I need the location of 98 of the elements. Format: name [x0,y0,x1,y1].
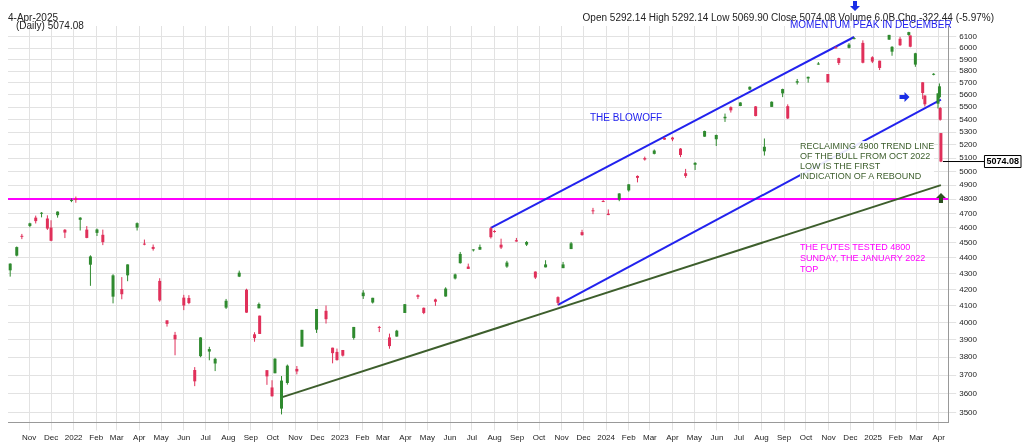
candlestick [499,238,503,250]
x-tick-label: Mar [376,433,391,443]
candlestick [173,331,177,356]
x-tick-label: May [686,433,702,443]
y-tick-label: 3500 [959,407,978,417]
x-tick-label: 2023 [330,433,350,443]
candlestick [193,366,197,387]
y-tick-label: 5200 [959,140,978,150]
candlestick [63,228,67,239]
x-tick-label: Nov [554,433,569,443]
x-tick-label: Apr [399,433,413,443]
y-tick-label: 4700 [959,208,978,218]
x-tick-label: 2025 [864,433,883,443]
annotation: (Daily) 5074.08 [16,20,84,31]
x-tick-label: Nov [821,433,836,443]
candlestick [416,293,420,300]
text: 4-Apr-2025 [8,12,59,23]
y-tick-label: 5000 [959,166,978,176]
y-tick-label: 5500 [959,102,978,112]
annotation: 5074.08 [986,156,1020,167]
y-tick-label: 3900 [959,334,978,344]
x-tick-label: Nov [22,433,37,443]
x-tick-label: Jul [733,433,745,443]
annotation: RECLAIMING 4900 TREND LINE OF THE BULL FROM OCT 2022 LOW IS THE FIRST INDICATION OF A REBOUND [800,141,935,181]
candlestick [111,273,115,304]
x-tick-label: Dec [843,433,858,443]
y-tick-label: 4800 [959,194,978,204]
candlestick [852,36,856,40]
candlestick [158,277,162,303]
y-tick-label: 5400 [959,114,978,124]
candlestick [270,379,274,398]
y-tick-label: 4600 [959,223,978,233]
candlestick [591,207,595,215]
x-tick-label: Feb [621,433,637,443]
annotation: THE FUTES TESTED 4800 SUNDAY, THE JANUARY 2022 TOP [800,242,926,275]
x-tick-label: Jun [710,433,724,443]
x-tick-label: Mar [642,433,658,443]
x-tick-label: Dec [576,433,591,443]
candlestick [20,233,24,240]
candlestick [135,221,139,232]
x-tick-label: 2024 [597,433,616,443]
y-tick-label: 4900 [959,180,978,190]
y-tick-label: 5100 [959,153,978,163]
x-tick-label: Oct [799,433,813,443]
x-tick-label: Sep [776,433,792,443]
x-tick-label: 2022 [64,433,84,443]
y-tick-label: 5700 [959,78,978,88]
x-tick-label: Jun [443,433,457,443]
candlestick [265,369,269,386]
y-tick-label: 3600 [959,388,978,398]
candlestick [199,336,203,358]
x-tick-label: Sep [243,433,259,443]
x-tick-label: Oct [532,433,546,443]
candlestick [245,288,249,314]
x-tick-label: Feb [89,433,104,443]
candlestick [165,319,169,328]
candlestick [88,254,92,287]
x-tick-label: Nov [288,433,303,443]
y-tick-label: 4000 [959,317,978,327]
x-tick-label: Jun [177,433,191,443]
candlestick [120,276,124,300]
y-tick-label: 5900 [959,54,978,64]
candlestick [890,45,894,57]
y-tick-label: 4400 [959,253,978,263]
y-tick-label: 6100 [959,32,978,42]
candlestick [285,364,289,386]
x-tick-label: May [153,433,169,443]
x-tick-label: Dec [43,433,59,443]
x-tick-label: Dec [310,433,325,443]
y-tick-label: 6000 [959,43,978,53]
candlestick [324,305,328,325]
candlestick [693,161,697,171]
x-tick-label: Mar [909,433,924,443]
y-tick-label: 5600 [959,90,978,100]
candlestick [580,229,584,237]
x-tick-label: Jul [466,433,478,443]
x-tick-label: Aug [754,433,769,443]
x-tick-label: Jul [200,433,211,443]
x-tick-label: Apr [932,433,946,443]
y-tick-label: 3800 [959,352,978,362]
y-tick-label: 4100 [959,300,978,310]
x-tick-label: Feb [355,433,370,443]
x-tick-label: Aug [221,433,236,443]
x-tick-label: Apr [133,433,146,443]
y-tick-label: 3700 [959,370,978,380]
x-tick-label: Oct [266,433,280,443]
x-tick-label: Mar [109,433,124,443]
y-tick-label: 4300 [959,268,978,278]
x-tick-label: Apr [666,433,680,443]
y-tick-label: 4500 [959,237,978,247]
y-tick-label: 4200 [959,284,978,294]
y-tick-label: 5800 [959,66,978,76]
x-tick-label: Sep [510,433,525,443]
x-tick-label: May [419,433,435,443]
x-tick-label: Aug [487,433,502,443]
x-tick-label: Feb [888,433,904,443]
y-tick-label: 5300 [959,127,978,137]
annotation: THE BLOWOFF [590,112,663,123]
